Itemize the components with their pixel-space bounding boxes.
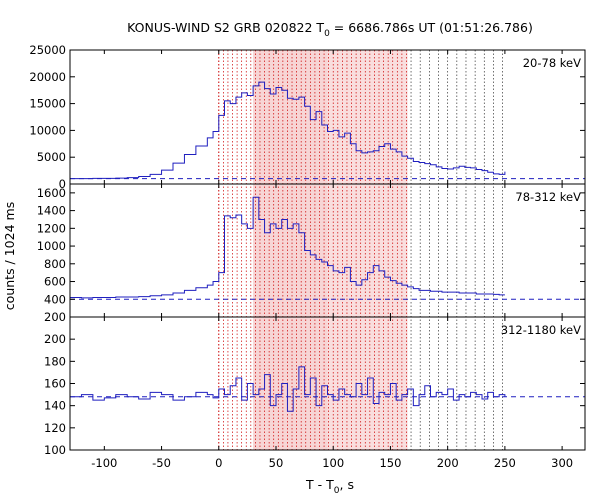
background-layer (218, 50, 503, 450)
x-tick-label: 100 (322, 456, 344, 470)
series-line (70, 81, 506, 180)
y-tick-label: 160 (44, 377, 66, 391)
y-tick-label: 1000 (37, 239, 66, 253)
y-tick-label: 20000 (29, 70, 66, 84)
y-tick-label: 200 (44, 332, 66, 346)
x-axis-label: T - T0, s (305, 477, 354, 496)
x-tick-label: 300 (551, 456, 573, 470)
y-axis-label: counts / 1024 ms (2, 202, 17, 310)
chart-title: KONUS-WIND S2 GRB 020822 T0 = 6686.786s … (127, 20, 533, 39)
y-tick-label: 400 (44, 292, 66, 306)
panel-label: 312-1180 keV (501, 323, 581, 337)
y-tick-label: 15000 (29, 97, 66, 111)
y-tick-label: 100 (44, 443, 66, 457)
y-tick-label: 1200 (37, 221, 66, 235)
y-tick-label: 800 (44, 257, 66, 271)
y-tick-label: 10000 (29, 123, 66, 137)
y-tick-label: 120 (44, 421, 66, 435)
y-tick-label: 1600 (37, 186, 66, 200)
x-tick-label: 0 (215, 456, 222, 470)
x-tick-label: 150 (379, 456, 401, 470)
y-tick-label: 180 (44, 354, 66, 368)
x-tick-label: 50 (269, 456, 284, 470)
x-tick-label: 200 (437, 456, 459, 470)
y-tick-label: 140 (44, 399, 66, 413)
series-layer (70, 81, 585, 412)
y-tick-label: 0 (59, 177, 66, 191)
panel-label: 78-312 keV (515, 190, 581, 204)
text-layer: KONUS-WIND S2 GRB 020822 T0 = 6686.786s … (2, 20, 533, 496)
x-tick-label: 250 (494, 456, 516, 470)
y-tick-label: 25000 (29, 43, 66, 57)
series-line (70, 366, 506, 412)
series-line (70, 196, 505, 299)
y-tick-label: 5000 (37, 150, 66, 164)
x-tick-label: -50 (152, 456, 171, 470)
x-tick-label: -100 (91, 456, 117, 470)
y-tick-label: 200 (44, 310, 66, 324)
y-tick-label: 1400 (37, 204, 66, 218)
panel-label: 20-78 keV (523, 56, 581, 70)
y-tick-label: 600 (44, 275, 66, 289)
